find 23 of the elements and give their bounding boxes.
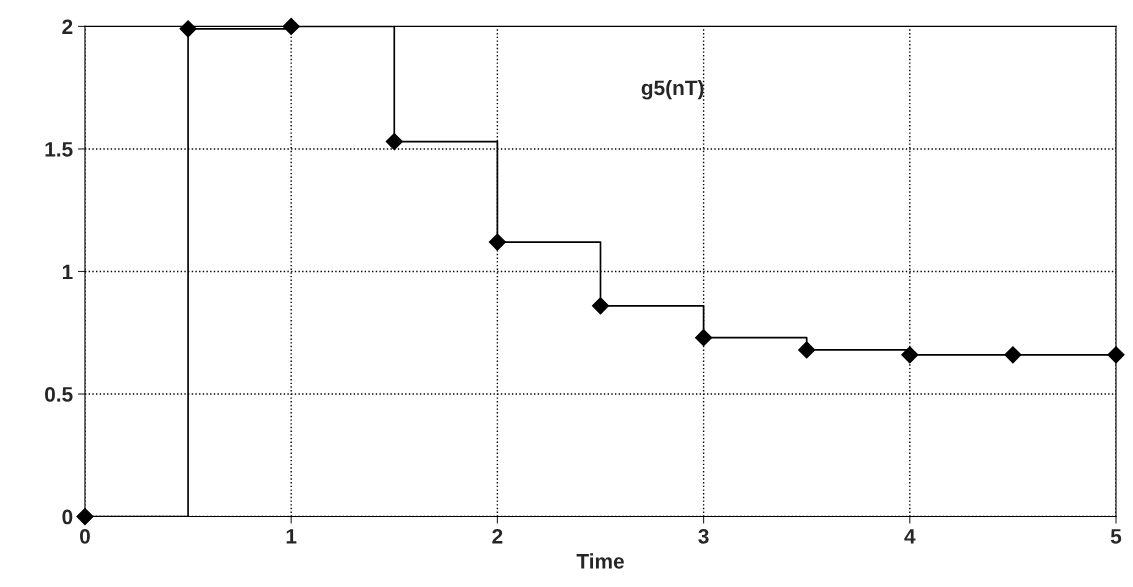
y-tick-label: 0.5: [45, 387, 73, 402]
point: [179, 20, 197, 38]
x-axis-title: Time: [576, 553, 624, 569]
point: [901, 346, 919, 364]
point: [1004, 346, 1022, 364]
x-tick-label: 2: [492, 528, 503, 544]
point: [76, 508, 94, 526]
point: [282, 17, 300, 35]
x-tick-label: 4: [904, 529, 916, 544]
annotation: g5(nT): [641, 79, 704, 100]
x-tick-label: 5: [1110, 529, 1122, 544]
x-tick-label: 1: [286, 529, 297, 544]
y-tick-label: 0: [62, 509, 73, 525]
y-tick-label: 1.5: [45, 142, 73, 157]
point: [385, 133, 403, 151]
point: [591, 297, 610, 315]
point: [488, 233, 506, 251]
y-tick-label: 2: [62, 19, 73, 34]
x-tick-label: 0: [80, 528, 90, 544]
point: [695, 329, 713, 347]
point: [798, 341, 816, 359]
y-tick-label: 1: [62, 264, 73, 280]
x-tick-label: 3: [698, 528, 709, 544]
